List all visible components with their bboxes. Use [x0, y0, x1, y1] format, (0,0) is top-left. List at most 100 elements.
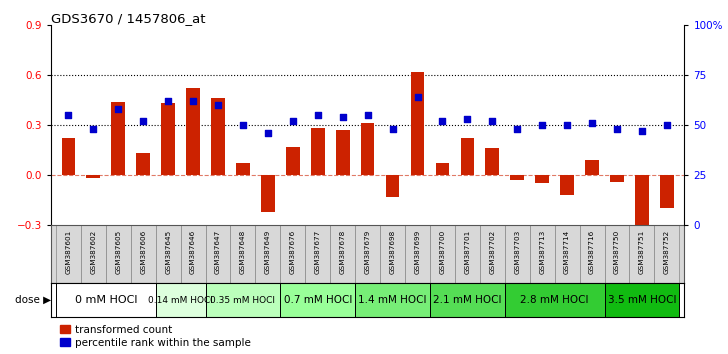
Bar — [205, 284, 280, 317]
Bar — [131, 225, 156, 284]
Bar — [430, 225, 455, 284]
Legend: transformed count, percentile rank within the sample: transformed count, percentile rank withi… — [56, 321, 255, 352]
Bar — [386, 175, 400, 197]
Text: GSM387716: GSM387716 — [589, 230, 595, 274]
Text: GSM387751: GSM387751 — [639, 230, 645, 274]
Text: GSM387606: GSM387606 — [141, 230, 146, 274]
Text: 0.14 mM HOCl: 0.14 mM HOCl — [149, 296, 213, 305]
Bar — [136, 153, 150, 175]
Point — [661, 122, 673, 128]
Bar — [604, 225, 630, 284]
Bar — [205, 225, 231, 284]
Bar — [211, 98, 225, 175]
Bar — [510, 175, 524, 180]
Bar — [156, 225, 181, 284]
Bar — [660, 175, 673, 209]
Text: GSM387679: GSM387679 — [365, 230, 371, 274]
Point — [387, 126, 398, 132]
Text: GSM387601: GSM387601 — [66, 230, 71, 274]
Text: GSM387750: GSM387750 — [614, 230, 620, 274]
Bar — [579, 225, 604, 284]
Text: GSM387645: GSM387645 — [165, 230, 171, 274]
Text: GDS3670 / 1457806_at: GDS3670 / 1457806_at — [51, 12, 205, 25]
Text: GSM387647: GSM387647 — [215, 230, 221, 274]
Bar — [505, 284, 604, 317]
Bar — [87, 175, 100, 178]
Point — [63, 112, 74, 118]
Text: 0.7 mM HOCl: 0.7 mM HOCl — [284, 295, 352, 305]
Bar — [156, 284, 205, 317]
Text: 0 mM HOCl: 0 mM HOCl — [74, 295, 137, 305]
Bar — [585, 160, 599, 175]
Text: GSM387698: GSM387698 — [389, 230, 395, 274]
Bar — [236, 163, 250, 175]
Bar — [311, 128, 325, 175]
Text: GSM387649: GSM387649 — [265, 230, 271, 274]
Text: GSM387702: GSM387702 — [489, 230, 495, 274]
Bar — [336, 130, 349, 175]
Bar — [186, 88, 200, 175]
Text: GSM387713: GSM387713 — [539, 230, 545, 274]
Point — [112, 106, 124, 112]
Text: GSM387602: GSM387602 — [90, 230, 96, 274]
Text: GSM387646: GSM387646 — [190, 230, 196, 274]
Bar — [486, 148, 499, 175]
Point — [486, 118, 498, 124]
Bar — [430, 284, 505, 317]
Bar — [561, 175, 574, 195]
Bar — [331, 225, 355, 284]
Text: dose ▶: dose ▶ — [15, 295, 52, 305]
Text: GSM387605: GSM387605 — [115, 230, 122, 274]
Bar — [81, 225, 106, 284]
Bar — [480, 225, 505, 284]
Bar — [286, 147, 300, 175]
Point — [212, 102, 223, 108]
Point — [287, 118, 298, 124]
Text: GSM387648: GSM387648 — [240, 230, 246, 274]
Point — [586, 120, 598, 126]
Bar — [56, 284, 156, 317]
Bar — [56, 225, 81, 284]
Bar — [106, 225, 131, 284]
Bar — [305, 225, 331, 284]
Bar — [261, 175, 274, 212]
Bar — [461, 138, 474, 175]
Bar — [181, 225, 205, 284]
Point — [87, 126, 99, 132]
Point — [561, 122, 573, 128]
Point — [237, 122, 249, 128]
Point — [612, 126, 623, 132]
Bar — [162, 103, 175, 175]
Bar — [555, 225, 579, 284]
Bar — [604, 284, 679, 317]
Point — [312, 112, 323, 118]
Bar — [355, 225, 380, 284]
Text: 2.1 mM HOCl: 2.1 mM HOCl — [433, 295, 502, 305]
Bar — [630, 225, 654, 284]
Point — [162, 98, 174, 104]
Bar — [505, 225, 530, 284]
Bar — [111, 102, 125, 175]
Bar — [256, 225, 280, 284]
Text: GSM387676: GSM387676 — [290, 230, 296, 274]
Bar — [530, 225, 555, 284]
Bar — [654, 225, 679, 284]
Text: GSM387703: GSM387703 — [514, 230, 521, 274]
Bar — [280, 284, 355, 317]
Bar — [361, 123, 374, 175]
Bar — [405, 225, 430, 284]
Point — [412, 94, 424, 100]
Text: GSM387700: GSM387700 — [440, 230, 446, 274]
Point — [337, 114, 349, 120]
Bar — [411, 72, 424, 175]
Bar — [380, 225, 405, 284]
Point — [362, 112, 373, 118]
Point — [537, 122, 548, 128]
Bar — [355, 284, 430, 317]
Text: 2.8 mM HOCl: 2.8 mM HOCl — [521, 295, 589, 305]
Text: GSM387699: GSM387699 — [414, 230, 421, 274]
Bar — [435, 163, 449, 175]
Point — [636, 128, 648, 134]
Text: GSM387677: GSM387677 — [314, 230, 321, 274]
Text: 3.5 mM HOCl: 3.5 mM HOCl — [608, 295, 676, 305]
